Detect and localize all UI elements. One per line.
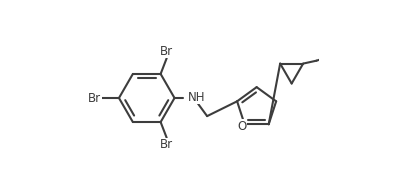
Text: Br: Br: [88, 92, 101, 104]
Text: NH: NH: [188, 91, 206, 104]
Text: Br: Br: [160, 44, 173, 57]
Text: O: O: [237, 120, 246, 133]
Text: Br: Br: [160, 139, 173, 152]
